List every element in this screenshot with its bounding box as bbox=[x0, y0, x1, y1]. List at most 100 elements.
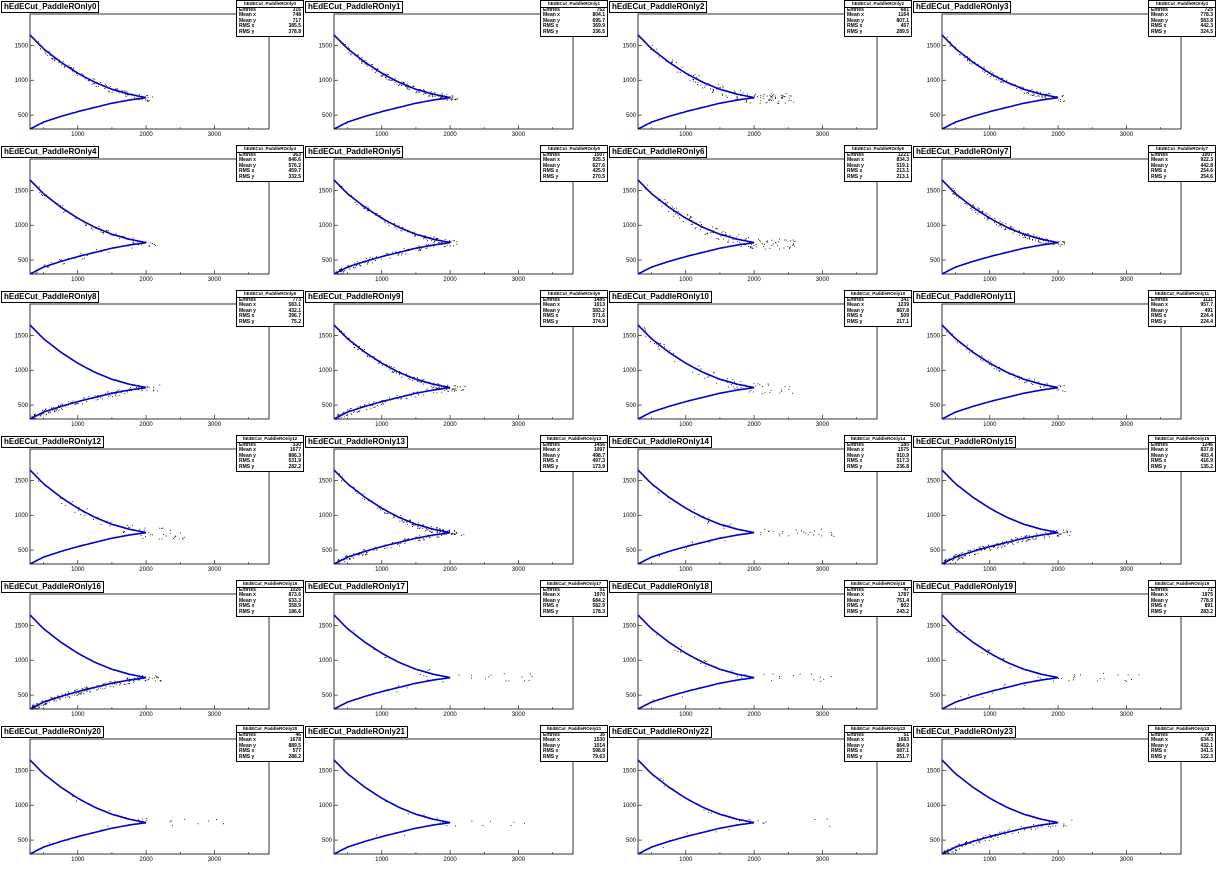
data-point bbox=[419, 527, 421, 529]
data-point bbox=[658, 492, 660, 494]
data-point bbox=[968, 60, 970, 62]
data-point bbox=[699, 228, 701, 230]
data-point bbox=[353, 553, 355, 555]
stats-label: RMS x bbox=[1151, 603, 1167, 610]
data-point bbox=[150, 242, 152, 244]
data-point bbox=[43, 413, 45, 415]
data-point bbox=[993, 368, 995, 370]
stats-header: hEdECut_PaddleROnly10 bbox=[845, 291, 911, 298]
data-point bbox=[387, 74, 389, 75]
stats-label: RMS x bbox=[239, 313, 255, 320]
data-point bbox=[32, 708, 34, 710]
data-point bbox=[1056, 534, 1058, 536]
data-point bbox=[680, 652, 682, 653]
data-point bbox=[341, 475, 343, 477]
data-point bbox=[696, 76, 698, 78]
scatter-points bbox=[32, 183, 156, 275]
data-point bbox=[416, 377, 418, 379]
data-point bbox=[45, 703, 47, 705]
data-point bbox=[455, 390, 457, 391]
data-point bbox=[404, 543, 406, 544]
data-point bbox=[74, 404, 76, 406]
data-point bbox=[1080, 674, 1081, 676]
data-point bbox=[350, 408, 352, 409]
data-point bbox=[353, 411, 354, 413]
data-point bbox=[530, 673, 531, 675]
y-tick-label: 500 bbox=[18, 838, 29, 844]
stats-label: Mean x bbox=[847, 737, 864, 744]
x-tick-label: 2000 bbox=[747, 567, 761, 573]
overlay-curve-upper bbox=[29, 759, 147, 824]
data-point bbox=[450, 241, 452, 242]
data-point bbox=[658, 199, 659, 201]
data-point bbox=[353, 630, 355, 632]
data-point bbox=[441, 386, 443, 388]
data-point bbox=[78, 507, 80, 508]
data-point bbox=[1026, 534, 1028, 536]
stats-row: Mean y 519.1 bbox=[845, 163, 911, 170]
data-point bbox=[446, 389, 448, 390]
data-point bbox=[386, 73, 388, 75]
data-point bbox=[689, 218, 691, 220]
stats-label: Mean x bbox=[543, 12, 560, 19]
data-point bbox=[422, 524, 424, 526]
data-point bbox=[1019, 230, 1020, 232]
stats-row: Entries 681 bbox=[845, 7, 911, 14]
data-point bbox=[988, 649, 990, 651]
data-point bbox=[91, 227, 93, 229]
data-point bbox=[397, 543, 399, 545]
data-point bbox=[162, 527, 164, 529]
data-point bbox=[56, 409, 58, 410]
data-point bbox=[489, 820, 491, 822]
data-point bbox=[1012, 543, 1014, 545]
stats-header: hEdECut_PaddleROnly5 bbox=[541, 146, 607, 153]
stats-row: Entries 316 bbox=[237, 7, 303, 14]
data-point bbox=[115, 395, 117, 397]
stats-row: RMS y 173.9 bbox=[541, 464, 607, 471]
data-point bbox=[1024, 535, 1026, 537]
data-point bbox=[970, 550, 971, 551]
data-point bbox=[1053, 530, 1055, 532]
data-point bbox=[356, 492, 358, 494]
x-tick-label: 1000 bbox=[983, 277, 997, 283]
data-point bbox=[766, 241, 768, 243]
data-point bbox=[437, 238, 439, 240]
data-point bbox=[85, 224, 87, 226]
data-point bbox=[44, 264, 46, 266]
plot-frame bbox=[637, 448, 878, 565]
stats-row: Entries 1485 bbox=[541, 297, 607, 304]
data-point bbox=[380, 75, 382, 77]
y-tick-label: 1000 bbox=[927, 223, 941, 229]
data-point bbox=[456, 533, 458, 534]
stats-row: Entries 330 bbox=[237, 442, 303, 449]
data-point bbox=[31, 705, 33, 707]
stats-label: Mean y bbox=[847, 17, 864, 24]
stats-value: 457 bbox=[900, 23, 909, 30]
data-point bbox=[644, 188, 646, 190]
data-point bbox=[448, 390, 449, 392]
stats-label: Mean x bbox=[1151, 12, 1168, 19]
stats-row: RMS x 442.3 bbox=[1149, 24, 1215, 30]
stats-header: hEdECut_PaddleROnly6 bbox=[845, 146, 911, 153]
data-point bbox=[405, 86, 407, 87]
data-point bbox=[350, 54, 352, 56]
stats-label: Mean y bbox=[543, 307, 560, 314]
stats-label: RMS y bbox=[847, 463, 863, 470]
data-point bbox=[446, 99, 448, 101]
plot-frame bbox=[333, 738, 574, 855]
x-tick-label: 2000 bbox=[747, 422, 761, 428]
data-point bbox=[179, 538, 181, 540]
plot-frame bbox=[29, 448, 270, 565]
data-point bbox=[790, 100, 792, 101]
data-point bbox=[50, 262, 52, 263]
data-point bbox=[736, 676, 738, 678]
data-point bbox=[69, 696, 71, 698]
data-point bbox=[174, 536, 175, 538]
overlay-curve-lower bbox=[333, 676, 451, 710]
stats-row: RMS y 217.1 bbox=[845, 319, 911, 326]
data-point bbox=[644, 328, 646, 329]
data-point bbox=[759, 240, 761, 242]
data-point bbox=[35, 707, 37, 709]
data-point bbox=[994, 545, 996, 547]
data-point bbox=[751, 246, 753, 248]
